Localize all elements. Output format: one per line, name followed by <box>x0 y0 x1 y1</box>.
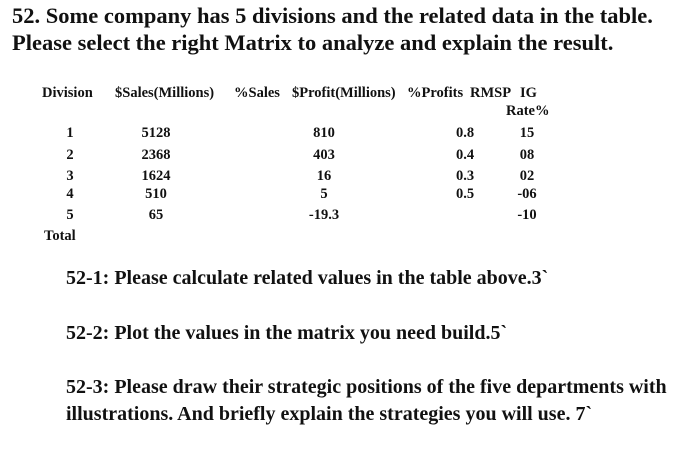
cell-ig: -10 <box>517 207 537 223</box>
cell-sales: 65 <box>148 207 164 223</box>
cell-rmsp: 0.8 <box>455 125 475 141</box>
subquestion-1: 52-1: Please calculate related values in… <box>66 267 549 289</box>
header-ig-line2: Rate% <box>506 103 550 119</box>
cell-sales: 510 <box>145 186 167 202</box>
header-rmsp: RMSP <box>470 85 512 101</box>
cell-division: 2 <box>66 147 74 163</box>
cell-sales: 2368 <box>141 147 171 163</box>
cell-ig: 02 <box>519 168 535 184</box>
cell-division: 5 <box>66 207 74 223</box>
cell-division: 4 <box>66 186 74 202</box>
header-pct-sales: %Sales <box>234 85 280 101</box>
total-label: Total <box>44 228 76 244</box>
question-title: 52. Some company has 5 divisions and the… <box>12 2 688 56</box>
header-division: Division <box>42 85 93 101</box>
cell-profit: 5 <box>320 186 328 202</box>
cell-rmsp: 0.3 <box>455 168 475 184</box>
subquestion-2: 52-2: Plot the values in the matrix you … <box>66 322 508 344</box>
cell-profit: 403 <box>313 147 335 163</box>
cell-rmsp: 0.5 <box>455 186 475 202</box>
cell-profit: 16 <box>316 168 332 184</box>
header-pct-profits: %Profits <box>407 85 464 101</box>
subquestion-3: 52-3: Please draw their strategic positi… <box>66 376 667 425</box>
cell-division: 3 <box>66 168 74 184</box>
cell-division: 1 <box>66 125 74 141</box>
cell-profit: -19.3 <box>308 207 340 223</box>
header-sales: $Sales(Millions) <box>115 85 215 101</box>
header-ig-line1: IG <box>520 85 537 101</box>
question-text: Some company has 5 divisions and the rel… <box>12 3 653 55</box>
cell-sales: 1624 <box>141 168 171 184</box>
cell-ig: 08 <box>519 147 535 163</box>
cell-profit: 810 <box>313 125 335 141</box>
cell-ig: 15 <box>519 125 535 141</box>
header-profit: $Profit(Millions) <box>292 85 396 101</box>
cell-ig: -06 <box>517 186 537 202</box>
cell-sales: 5128 <box>141 125 171 141</box>
cell-rmsp: 0.4 <box>455 147 475 163</box>
question-number: 52. <box>12 3 41 28</box>
